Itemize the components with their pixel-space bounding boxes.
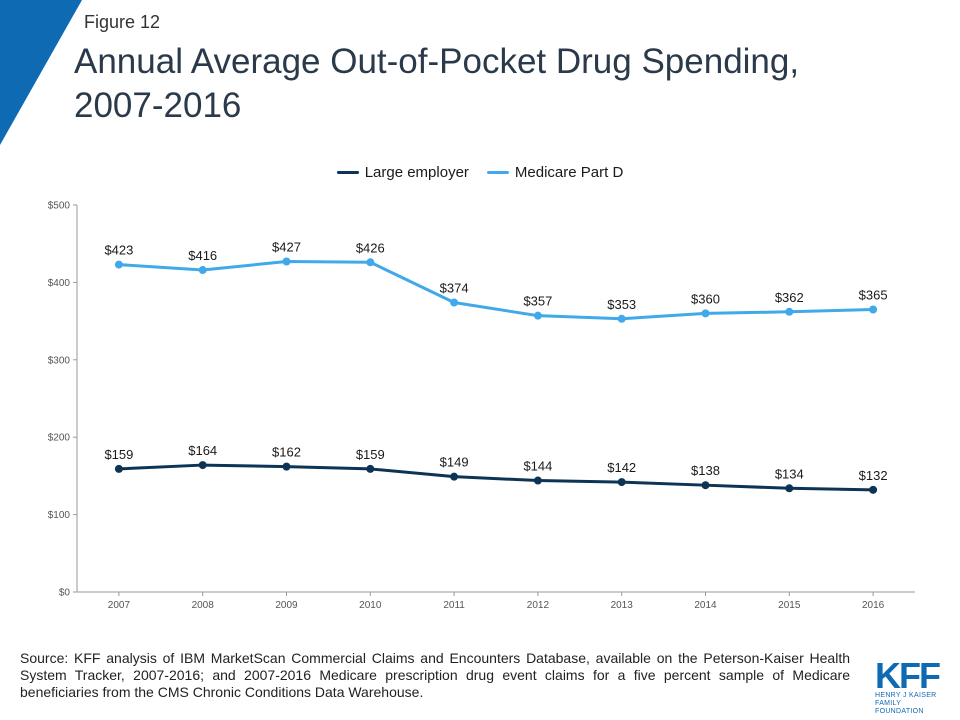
series-line-large-employer xyxy=(118,463,874,492)
logo-line-1: HENRY J KAISER xyxy=(875,692,937,699)
chart-legend: Large employer Medicare Part D xyxy=(0,164,960,181)
x-tick-label: 2009 xyxy=(275,600,298,611)
legend-swatch-medicare-part-d xyxy=(486,171,509,174)
x-tick-label: 2010 xyxy=(359,600,382,611)
data-point-large-employer xyxy=(617,478,626,487)
x-tick-label: 2015 xyxy=(778,600,801,611)
legend-item-medicare-part-d: Medicare Part D xyxy=(486,164,624,181)
data-label-large-employer: $164 xyxy=(188,443,217,458)
logo-mark: KFF xyxy=(875,655,941,696)
logo-line-2: FAMILY FOUNDATION xyxy=(875,700,924,715)
chart-title: Annual Average Out-of-Pocket Drug Spendi… xyxy=(74,42,800,125)
data-label-large-employer: $159 xyxy=(104,447,133,462)
data-point-large-employer xyxy=(869,485,878,494)
y-tick-label: $400 xyxy=(48,278,71,289)
data-point-medicare-part-d xyxy=(198,266,207,275)
data-point-medicare-part-d xyxy=(450,298,459,307)
data-label-medicare-part-d: $362 xyxy=(775,290,804,305)
x-tick-label: 2007 xyxy=(108,600,131,611)
data-point-large-employer xyxy=(282,462,291,471)
legend-label-medicare-part-d: Medicare Part D xyxy=(514,164,624,181)
data-point-medicare-part-d xyxy=(282,257,291,266)
figure-label: Figure 12 xyxy=(84,12,161,32)
data-label-medicare-part-d: $374 xyxy=(440,281,469,296)
kff-logo: KFF HENRY J KAISER FAMILY FOUNDATION xyxy=(875,655,947,716)
data-point-large-employer xyxy=(701,481,710,490)
data-label-medicare-part-d: $365 xyxy=(859,287,888,302)
x-tick-label: 2016 xyxy=(862,600,885,611)
data-point-large-employer xyxy=(785,484,794,493)
data-point-medicare-part-d xyxy=(701,309,710,318)
legend-label-large-employer: Large employer xyxy=(364,164,469,181)
data-label-large-employer: $134 xyxy=(775,466,804,481)
y-tick-label: $300 xyxy=(48,355,71,366)
data-label-medicare-part-d: $416 xyxy=(188,248,217,263)
data-point-medicare-part-d xyxy=(533,311,542,320)
data-point-medicare-part-d xyxy=(785,307,794,316)
data-label-large-employer: $162 xyxy=(272,445,301,460)
source-note: Source: KFF analysis of IBM MarketScan C… xyxy=(20,650,850,700)
data-point-large-employer xyxy=(533,476,542,485)
data-label-medicare-part-d: $423 xyxy=(104,243,133,258)
x-tick-label: 2008 xyxy=(192,600,215,611)
data-point-medicare-part-d xyxy=(114,260,123,269)
x-tick-label: 2012 xyxy=(527,600,550,611)
data-label-medicare-part-d: $427 xyxy=(272,240,301,255)
line-chart: $0 $100 $200 $300 $400 $500 2007 2008 2009 2010 20… xyxy=(48,201,915,611)
legend-swatch-large-employer xyxy=(336,171,359,174)
y-tick-label: $500 xyxy=(48,201,71,212)
series-line-medicare-part-d xyxy=(118,260,874,321)
data-label-large-employer: $132 xyxy=(859,468,888,483)
data-label-medicare-part-d: $360 xyxy=(691,291,720,306)
data-point-large-employer xyxy=(114,464,123,473)
data-point-large-employer xyxy=(450,472,459,481)
legend-item-large-employer: Large employer xyxy=(336,164,469,181)
corner-accent-shape xyxy=(0,0,82,145)
x-tick-label: 2013 xyxy=(611,600,634,611)
y-tick-label: $200 xyxy=(48,433,71,444)
y-tick-label: $100 xyxy=(48,510,71,521)
data-label-large-employer: $159 xyxy=(356,447,385,462)
data-label-large-employer: $138 xyxy=(691,463,720,478)
data-label-large-employer: $144 xyxy=(523,459,552,474)
data-point-medicare-part-d xyxy=(869,305,878,314)
data-point-large-employer xyxy=(198,461,207,470)
data-label-medicare-part-d: $357 xyxy=(523,294,552,309)
data-label-large-employer: $149 xyxy=(440,455,469,470)
data-label-medicare-part-d: $426 xyxy=(356,240,385,255)
y-tick-label: $0 xyxy=(59,588,71,599)
data-point-medicare-part-d xyxy=(617,314,626,323)
x-tick-label: 2014 xyxy=(694,600,717,611)
data-label-medicare-part-d: $353 xyxy=(607,297,636,312)
data-point-large-employer xyxy=(366,464,375,473)
data-point-medicare-part-d xyxy=(366,258,375,267)
x-tick-label: 2011 xyxy=(443,600,465,611)
data-label-large-employer: $142 xyxy=(607,460,636,475)
